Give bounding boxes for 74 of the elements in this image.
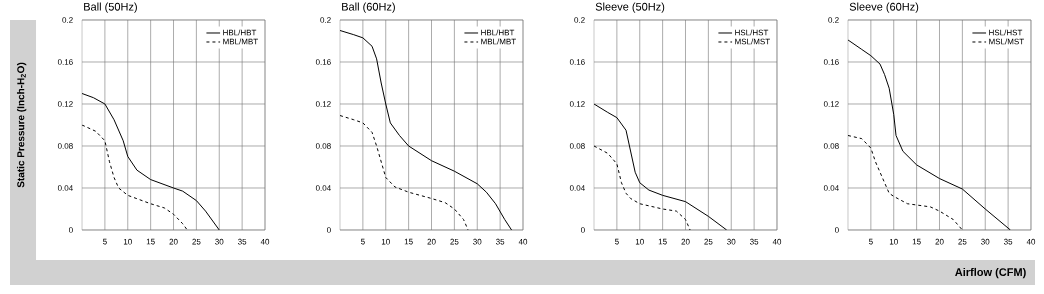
x-tick-label: 35: [237, 238, 247, 245]
x-tick-label: 40: [260, 238, 270, 245]
y-tick-label: 0.12: [57, 101, 73, 107]
x-tick-label: 35: [495, 238, 505, 245]
legend-label: HBL/HBT: [223, 29, 257, 36]
y-tick-label: 0.08: [57, 143, 73, 149]
y-tick-label: 0: [69, 227, 73, 233]
x-tick-label: 10: [635, 238, 644, 245]
y-tick-label: 0: [834, 227, 839, 233]
chart-title: Sleeve (60Hz): [849, 2, 919, 13]
x-tick-label: 40: [1026, 238, 1036, 245]
legend-label: HSL/HST: [989, 29, 1023, 36]
x-tick-label: 25: [450, 238, 459, 245]
chart-title: Ball (50Hz): [84, 2, 137, 13]
x-tick-label: 25: [192, 238, 201, 245]
x-tick-label: 30: [727, 238, 736, 245]
x-tick-label: 30: [981, 238, 990, 245]
y-tick-label: 0.12: [569, 101, 585, 107]
line-series: [82, 124, 188, 230]
line-series: [82, 92, 220, 230]
y-tick-label: 0.04: [315, 185, 331, 191]
y-tick-label: 0.08: [823, 143, 839, 149]
y-tick-label: 0.08: [569, 143, 585, 149]
legend-label: MBL/MBT: [223, 38, 258, 45]
x-tick-label: 15: [912, 238, 921, 245]
x-tick-label: 5: [360, 238, 365, 245]
x-tick-label: 10: [123, 238, 132, 245]
y-tick-label: 0.12: [823, 101, 839, 107]
x-tick-label: 10: [889, 238, 898, 245]
y-tick-label: 0.2: [62, 17, 73, 23]
y-tick-label: 0.2: [320, 17, 331, 23]
x-tick-label: 35: [749, 238, 759, 245]
x-tick-label: 5: [614, 238, 619, 245]
legend-label: HSL/HST: [735, 29, 769, 36]
x-tick-label: 20: [935, 238, 944, 245]
y-tick-label: 0: [327, 227, 331, 233]
y-tick-label: 0.12: [315, 101, 331, 107]
x-tick-label: 5: [102, 238, 107, 245]
x-tick-label: 20: [169, 238, 178, 245]
x-tick-label: 20: [681, 238, 690, 245]
x-tick-label: 40: [518, 238, 528, 245]
y-tick-label: 0.16: [823, 59, 839, 65]
x-tick-label: 30: [473, 238, 482, 245]
x-tick-label: 40: [772, 238, 782, 245]
line-series: [594, 145, 691, 230]
chart-title: Ball (60Hz): [342, 2, 395, 13]
y-tick-label: 0.04: [57, 185, 73, 191]
x-tick-label: 15: [404, 238, 413, 245]
x-tick-label: 35: [1003, 238, 1013, 245]
y-tick-label: 0.16: [569, 59, 585, 65]
x-tick-label: 5: [868, 238, 873, 245]
y-tick-label: 0.16: [57, 59, 73, 65]
legend-label: MBL/MBT: [481, 38, 516, 45]
legend-label: HBL/HBT: [481, 29, 515, 36]
chart-title: Sleeve (50Hz): [595, 2, 665, 13]
y-tick-label: 0.2: [828, 17, 839, 23]
legend-label: MSL/MST: [989, 38, 1024, 45]
line-series: [848, 134, 963, 230]
x-tick-label: 15: [146, 238, 155, 245]
y-tick-label: 0.16: [315, 59, 331, 65]
y-tick-label: 0.08: [315, 143, 331, 149]
x-tick-label: 25: [704, 238, 713, 245]
x-tick-label: 30: [215, 238, 224, 245]
x-tick-label: 10: [381, 238, 390, 245]
x-tick-label: 20: [427, 238, 436, 245]
x-tick-label: 25: [958, 238, 967, 245]
y-tick-label: 0.04: [569, 185, 585, 191]
legend-label: MSL/MST: [735, 38, 770, 45]
y-tick-label: 0: [581, 227, 585, 233]
y-tick-label: 0.04: [823, 185, 839, 191]
y-axis-title: Static Pressure (Inch-H$_{2}$O): [16, 62, 27, 188]
x-axis-title: Airflow (CFM): [955, 267, 1026, 279]
y-tick-label: 0.2: [574, 17, 585, 23]
x-tick-label: 15: [658, 238, 667, 245]
